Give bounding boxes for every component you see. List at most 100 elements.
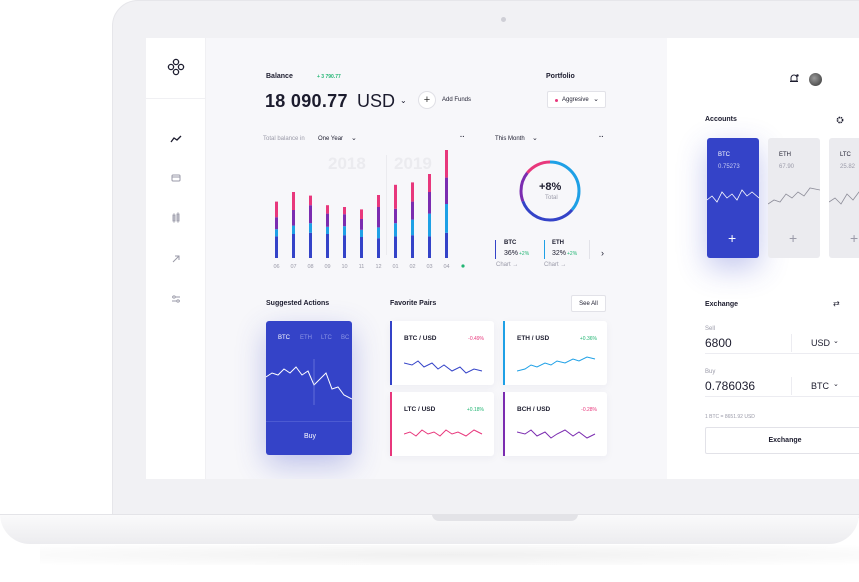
logo-icon[interactable] (167, 58, 185, 76)
pair-card[interactable]: BTC / USD -0.49% (390, 321, 494, 385)
year-label-2018: 2018 (328, 154, 366, 173)
arrow-up-right-icon[interactable] (168, 251, 184, 267)
bar-segment-01-0 (394, 236, 397, 258)
bar-segment-06-3 (275, 201, 278, 218)
right-panel: Accounts BTC 0.75273 + ETH 67.90 + LTC 2… (667, 38, 859, 479)
sell-field[interactable]: 6800 USD ⌄ (705, 334, 859, 354)
sell-currency[interactable]: USD (811, 338, 831, 348)
see-all-button[interactable]: See All (571, 295, 606, 312)
gear-icon[interactable] (836, 116, 844, 124)
pair-card[interactable]: ETH / USD +0.36% (503, 321, 607, 385)
sell-label: Sell (705, 326, 716, 332)
bar-segment-02-3 (411, 182, 414, 202)
bar-segment-11-0 (360, 237, 363, 258)
bar-segment-10-2 (343, 214, 346, 227)
candles-icon[interactable] (168, 210, 184, 226)
add-funds-icon[interactable]: + (418, 91, 436, 109)
donut-percent: +8% (539, 181, 562, 193)
bar-segment-03-0 (428, 236, 431, 258)
currency-chevron-icon[interactable]: ⌄ (400, 96, 407, 105)
period-select[interactable]: One Year (318, 136, 344, 142)
laptop-base (0, 514, 859, 544)
balance-amount: 18 090.77 (265, 91, 348, 111)
x-tick-label: 07 (290, 264, 296, 270)
exchange-button[interactable]: Exchange (705, 427, 859, 454)
portfolio-label: Portfolio (546, 73, 575, 80)
plus-icon[interactable]: + (728, 230, 737, 246)
sliders-icon[interactable] (168, 291, 184, 307)
year-label-2019: 2019 (394, 154, 432, 173)
balance-bar-chart: 06 07 08 09 10 11 12 01 02 03 04 (273, 150, 465, 270)
bar-segment-07-1 (292, 225, 295, 234)
bar-segment-11-3 (360, 209, 363, 219)
x-tick-label: 11 (359, 264, 365, 270)
chart-menu-icon[interactable]: ·· (460, 134, 465, 141)
refresh-icon[interactable]: ⇄ (833, 299, 840, 308)
plus-icon[interactable]: + (789, 230, 798, 246)
suggested-tab-ltc[interactable]: LTC (321, 335, 332, 341)
pair-sparkline (404, 429, 483, 437)
pair-card[interactable]: LTC / USD +0.18% (390, 392, 494, 456)
x-tick-label: 03 (426, 264, 432, 270)
bar-segment-12-1 (377, 227, 380, 239)
eth-chart-link[interactable]: Chart → (544, 262, 567, 268)
bar-segment-12-0 (377, 238, 380, 258)
avatar[interactable] (809, 73, 822, 86)
bar-segment-10-3 (343, 207, 346, 215)
portfolio-select[interactable]: Aggresive ⌄ (547, 91, 606, 108)
bar-segment-08-3 (309, 195, 312, 206)
account-sparkline (707, 189, 759, 203)
bar-segment-09-3 (326, 205, 329, 214)
suggested-sparkline (266, 359, 352, 405)
pair-card[interactable]: BCH / USD -0.28% (503, 392, 607, 456)
buy-button[interactable]: Buy (304, 433, 317, 440)
balance-change: + 3 790.77 (317, 74, 341, 80)
trend-icon[interactable] (168, 131, 184, 147)
bar-segment-02-2 (411, 201, 414, 220)
bar-segment-09-2 (326, 213, 329, 227)
account-sparkline (829, 191, 859, 205)
main-panel: Balance + 3 790.77 18 090.77 USD ⌄ + Add… (206, 38, 667, 479)
btc-chart-link[interactable]: Chart → (496, 262, 519, 268)
total-balance-label: Total balance in (263, 136, 305, 142)
suggested-tab-btc[interactable]: BTC (278, 335, 290, 341)
x-tick-label: 01 (392, 264, 398, 270)
app-screen: Balance + 3 790.77 18 090.77 USD ⌄ + Add… (146, 38, 859, 479)
bar-segment-10-1 (343, 226, 346, 236)
month-chevron-icon[interactable]: ⌄ (532, 135, 538, 142)
buy-currency[interactable]: BTC (811, 381, 829, 391)
this-month-select[interactable]: This Month (495, 136, 525, 142)
btc-share: 36% (504, 250, 519, 257)
bar-segment-06-2 (275, 217, 278, 230)
bell-icon[interactable] (788, 73, 800, 85)
bar-segment-11-1 (360, 229, 363, 237)
add-funds-button[interactable]: Add Funds (442, 97, 472, 103)
period-chevron-icon[interactable]: ⌄ (351, 135, 357, 142)
buy-field[interactable]: 0.786036 BTC ⌄ (705, 377, 859, 397)
buy-chevron-icon[interactable]: ⌄ (833, 381, 839, 388)
bar-segment-07-0 (292, 234, 295, 258)
bar-segment-02-1 (411, 219, 414, 236)
plus-icon[interactable]: + (850, 230, 859, 246)
bar-segment-04-3 (445, 150, 448, 178)
bar-segment-11-2 (360, 219, 363, 230)
buy-value: 0.786036 (705, 379, 756, 393)
bar-segment-04-0 (445, 232, 448, 258)
balance-currency: USD (357, 91, 396, 111)
account-card-ltc[interactable]: LTC 25.82 + (829, 138, 859, 258)
wallet-icon[interactable] (168, 170, 184, 186)
bar-segment-09-0 (326, 234, 329, 258)
sell-chevron-icon[interactable]: ⌄ (833, 338, 839, 345)
suggested-tab-bc[interactable]: BC (341, 335, 350, 341)
month-donut (519, 160, 581, 222)
donut-menu-icon[interactable]: ·· (599, 134, 604, 141)
pair-change: +0.18% (466, 407, 484, 413)
sidebar-divider (146, 98, 206, 99)
x-tick-label: 09 (324, 264, 330, 270)
eth-marker (544, 240, 545, 259)
account-card-btc[interactable]: BTC 0.75273 + (707, 138, 759, 258)
chevron-right-icon[interactable]: › (601, 248, 604, 258)
account-value: 67.90 (779, 164, 795, 170)
account-card-eth[interactable]: ETH 67.90 + (768, 138, 820, 258)
suggested-tab-eth[interactable]: ETH (300, 335, 312, 341)
